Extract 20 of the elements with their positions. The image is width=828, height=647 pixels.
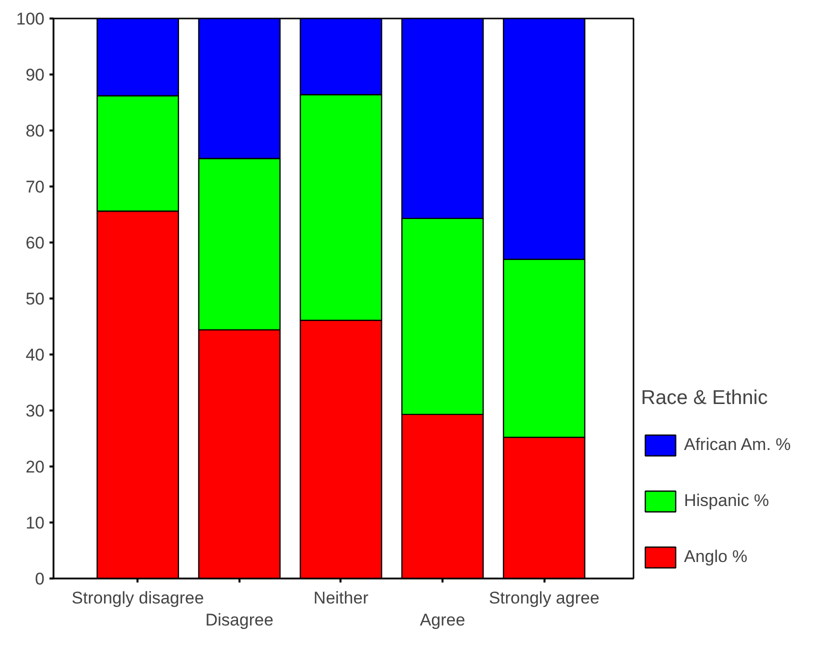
y-tick-label: 40 (26, 346, 45, 364)
legend-label: Anglo % (684, 547, 748, 567)
x-tick-label: Strongly disagree (72, 588, 204, 608)
x-tick-label: Disagree (205, 610, 274, 630)
y-tick-label: 80 (26, 122, 45, 140)
x-tick-label: Agree (420, 610, 466, 630)
y-tick-label: 30 (26, 402, 45, 420)
legend-title: Race & Ethnic (641, 387, 769, 410)
y-tick-label: 60 (26, 234, 45, 252)
legend-label: Hispanic % (684, 491, 770, 511)
y-tick-label: 90 (26, 66, 45, 84)
legend-label: African Am. % (684, 435, 791, 455)
x-tick-label: Strongly agree (488, 588, 600, 608)
y-tick-label: 100 (16, 10, 45, 28)
y-tick-label: 50 (26, 290, 45, 308)
x-tick-label: Neither (314, 588, 369, 608)
y-tick-label: 0 (35, 570, 45, 588)
y-tick-label: 20 (26, 458, 45, 476)
y-tick-label: 70 (26, 178, 45, 196)
y-tick-label: 10 (26, 514, 45, 532)
